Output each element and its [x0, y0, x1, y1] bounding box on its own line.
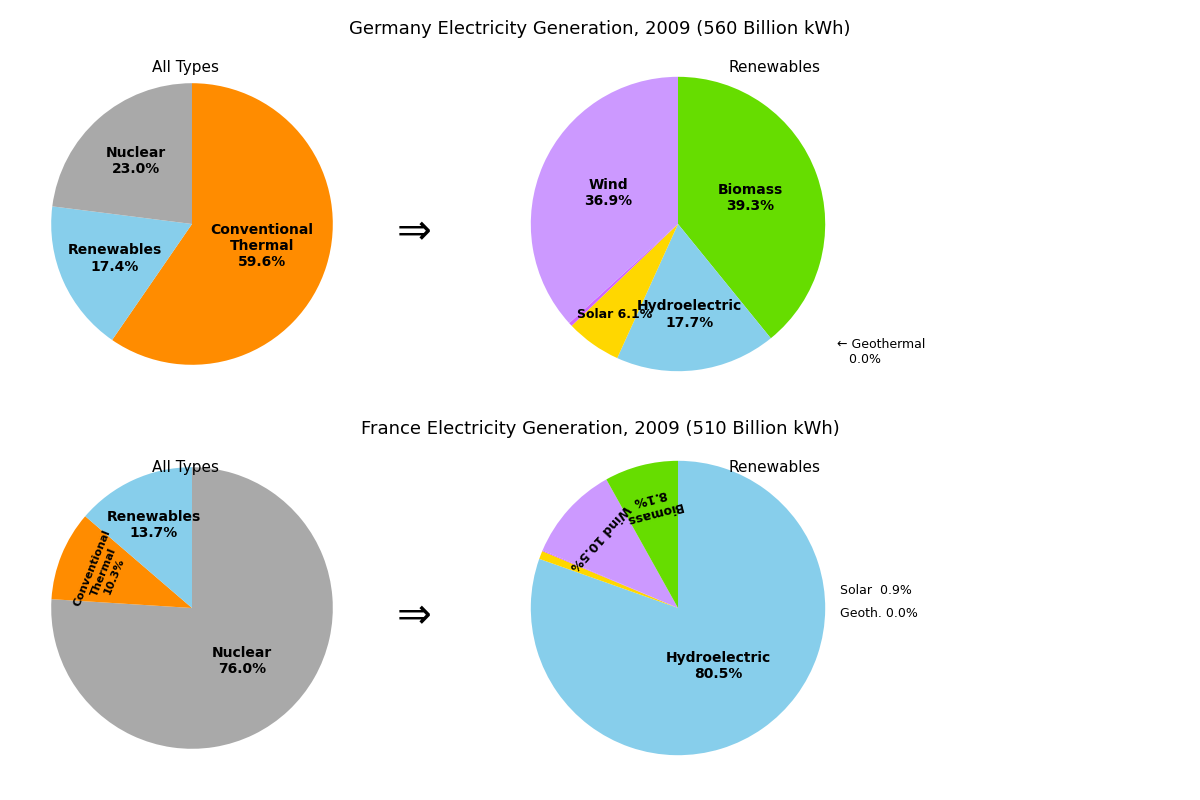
Text: Renewables: Renewables	[728, 60, 820, 75]
Text: Nuclear
76.0%: Nuclear 76.0%	[212, 646, 272, 677]
Text: Germany Electricity Generation, 2009 (560 Billion kWh): Germany Electricity Generation, 2009 (56…	[349, 20, 851, 38]
Wedge shape	[606, 461, 678, 608]
Wedge shape	[542, 479, 678, 608]
Wedge shape	[52, 467, 332, 749]
Text: ← Geothermal
   0.0%: ← Geothermal 0.0%	[836, 338, 925, 366]
Wedge shape	[52, 516, 192, 608]
Wedge shape	[542, 550, 678, 608]
Text: All Types: All Types	[152, 460, 220, 475]
Text: Solar 6.1%: Solar 6.1%	[576, 307, 652, 321]
Wedge shape	[53, 83, 192, 224]
Text: Renewables
13.7%: Renewables 13.7%	[107, 510, 200, 540]
Text: Conventional
Thermal
59.6%: Conventional Thermal 59.6%	[210, 222, 313, 269]
Wedge shape	[530, 461, 826, 755]
Text: Wind 10.5%: Wind 10.5%	[566, 502, 632, 573]
Wedge shape	[112, 83, 332, 365]
Text: Nuclear
23.0%: Nuclear 23.0%	[106, 146, 167, 176]
Wedge shape	[530, 77, 678, 323]
Text: Renewables
17.4%: Renewables 17.4%	[67, 243, 162, 274]
Wedge shape	[571, 224, 678, 358]
Text: ⇒: ⇒	[396, 595, 432, 637]
Wedge shape	[617, 224, 770, 371]
Wedge shape	[85, 467, 192, 608]
Wedge shape	[678, 77, 826, 338]
Text: Biomass
39.3%: Biomass 39.3%	[718, 183, 782, 214]
Text: Hydroelectric
80.5%: Hydroelectric 80.5%	[666, 650, 772, 681]
Text: ⇒: ⇒	[396, 211, 432, 253]
Text: Geoth. 0.0%: Geoth. 0.0%	[840, 607, 918, 620]
Wedge shape	[52, 206, 192, 340]
Wedge shape	[539, 551, 678, 608]
Text: Biomass
8.1%: Biomass 8.1%	[619, 485, 683, 526]
Text: Renewables: Renewables	[728, 460, 820, 475]
Text: Conventional
Thermal
10.3%: Conventional Thermal 10.3%	[72, 528, 134, 616]
Text: Solar  0.9%: Solar 0.9%	[840, 584, 912, 597]
Text: France Electricity Generation, 2009 (510 Billion kWh): France Electricity Generation, 2009 (510…	[361, 420, 839, 438]
Text: All Types: All Types	[152, 60, 220, 75]
Wedge shape	[569, 224, 678, 326]
Text: Wind
36.9%: Wind 36.9%	[584, 178, 632, 208]
Text: Hydroelectric
17.7%: Hydroelectric 17.7%	[637, 299, 743, 330]
